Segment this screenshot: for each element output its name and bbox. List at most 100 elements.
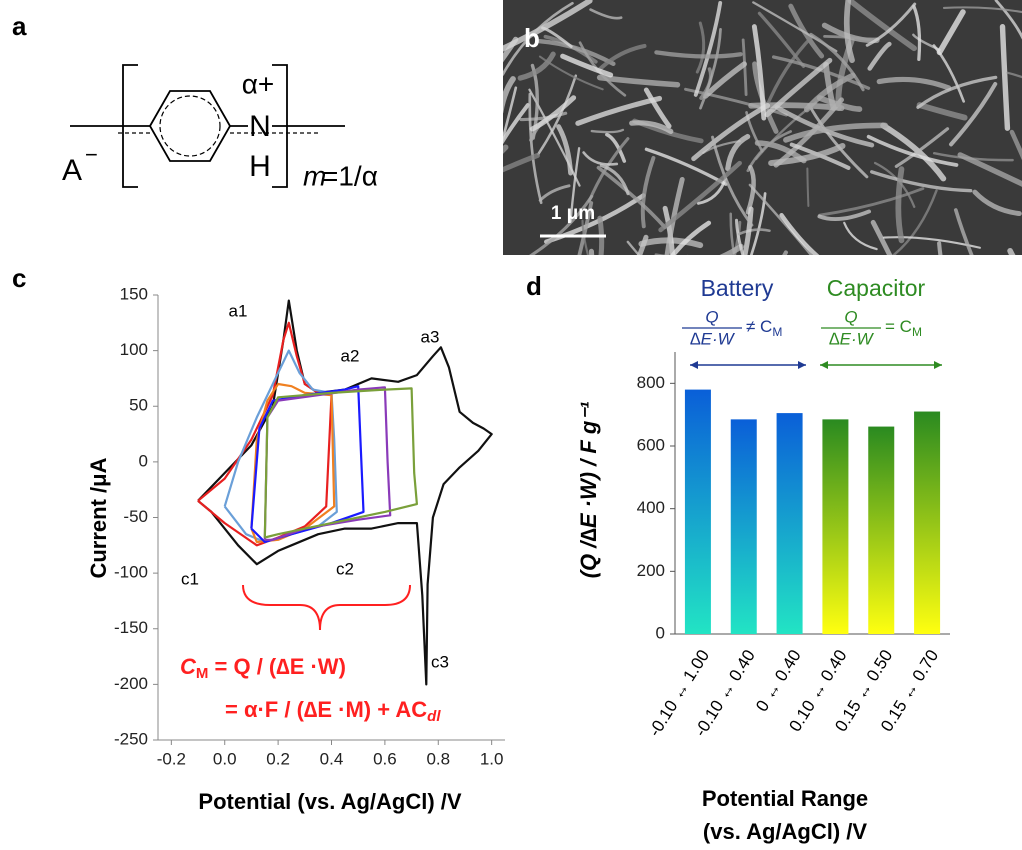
fiber [596, 165, 667, 230]
sem-fibers [503, 0, 1022, 255]
range-arrows [690, 361, 942, 369]
fiber [589, 8, 623, 20]
formula-line: CM = Q / (∆E ·W) [180, 654, 346, 682]
relation-text: = C [885, 317, 912, 336]
bar [822, 419, 849, 634]
fiber [932, 44, 966, 103]
nitrogen: N [249, 110, 271, 143]
fiber [569, 147, 581, 223]
bar [776, 413, 803, 634]
fiber [538, 55, 604, 91]
fiber [719, 243, 744, 255]
fiber [894, 127, 950, 168]
fiber [823, 62, 837, 111]
fiber [696, 177, 728, 205]
x-tick-label: 0.8 [426, 749, 450, 768]
fiber [817, 209, 872, 222]
fiber [866, 134, 959, 167]
fiber [538, 184, 571, 202]
fiber [843, 221, 878, 251]
fiber [529, 95, 577, 132]
peak-label: a1 [229, 301, 248, 320]
x-tick-label: 1.0 [480, 749, 504, 768]
y-tick-label: 0 [139, 451, 148, 470]
fiber [892, 189, 938, 255]
fiber [693, 1, 723, 97]
fiber [745, 111, 764, 153]
panel-label: a [12, 11, 27, 41]
fiber [537, 38, 616, 67]
fiber [529, 194, 594, 255]
repeat-m: m [303, 160, 326, 191]
fiber [556, 124, 574, 176]
fiber [658, 160, 742, 233]
formula-rest: = Q / (∆E ·W) [208, 654, 346, 679]
relation-text: ≠ C [746, 317, 772, 336]
fiber [590, 128, 625, 134]
fiber [643, 87, 672, 129]
fiber [994, 0, 1022, 40]
peak-label: c1 [181, 569, 199, 588]
fiber [949, 81, 998, 147]
cv-curve [197, 299, 493, 686]
panel-label: b [524, 23, 540, 53]
fiber [757, 11, 806, 69]
fiber [783, 122, 889, 143]
bar [914, 411, 941, 634]
x-axis-label: (vs. Ag/AgCl) /V [703, 819, 868, 844]
fiber [670, 220, 712, 255]
group-name: Battery [701, 275, 774, 301]
y-axis-label: Current /μA [86, 457, 111, 578]
fiber [807, 103, 869, 179]
fiber [867, 41, 892, 71]
fiber [626, 240, 641, 255]
y-tick-label: -50 [123, 507, 148, 526]
fiber [870, 219, 893, 255]
relation: ≠ CM [746, 317, 782, 339]
hydrogen: H [249, 150, 271, 183]
group-name: Capacitor [827, 275, 926, 301]
fiber [597, 215, 605, 255]
peak-label: a2 [341, 346, 360, 365]
fiber [806, 167, 810, 207]
fiber [876, 76, 952, 91]
fiber [895, 166, 905, 244]
fiber [503, 76, 516, 114]
fiber [953, 208, 974, 255]
relation-sub: M [912, 325, 922, 339]
x-tick-label: 0 ↔ 0.40 [752, 646, 805, 715]
anion-charge: − [85, 142, 98, 167]
fiber [936, 9, 966, 56]
formula-line: = α·F / (∆E ·M) + ACdl [225, 697, 441, 725]
x-tick-label: 0.6 [373, 749, 397, 768]
fiber [503, 86, 518, 144]
formula-rest: = α·F / (∆E ·M) + AC [225, 697, 427, 722]
fiber [870, 170, 973, 193]
fiber [942, 6, 1022, 14]
fiber [711, 135, 754, 227]
fiber [1007, 247, 1016, 255]
y-tick-label: 150 [120, 284, 148, 303]
fraction-num: Q [705, 307, 718, 326]
fiber [847, 0, 917, 52]
fiber [1009, 129, 1022, 161]
x-axis-label: Potential (vs. Ag/AgCl) /V [198, 789, 462, 814]
fraction-den: ∆E·W [829, 329, 874, 348]
y-tick-label: 0 [656, 623, 665, 642]
relation-sub: M [772, 325, 782, 339]
fiber [640, 155, 656, 229]
repeat-eq: =1/α [322, 160, 378, 191]
x-tick-label: 0.0 [213, 749, 237, 768]
y-tick-label: -250 [114, 729, 148, 748]
bar [868, 426, 895, 634]
fiber [575, 95, 663, 126]
fiber [737, 228, 771, 236]
fiber [816, 95, 863, 112]
fiber [972, 189, 1022, 217]
fiber [823, 34, 873, 42]
y-tick-label: 600 [637, 435, 665, 454]
y-tick-label: 400 [637, 498, 665, 517]
fiber [865, 2, 917, 47]
fiber [588, 248, 595, 255]
